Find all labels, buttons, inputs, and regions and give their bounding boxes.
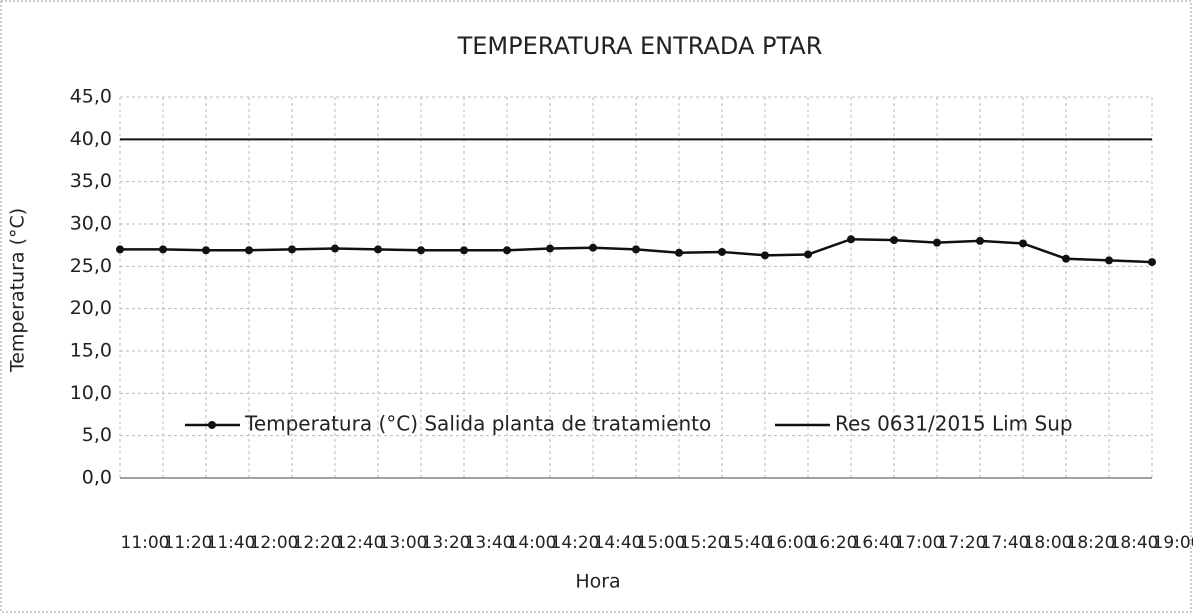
x-tick-label: 18:40 xyxy=(1110,533,1159,553)
x-tick-label: 19:00 xyxy=(1153,533,1193,553)
point xyxy=(116,245,124,254)
x-tick-label: 14:20 xyxy=(551,533,600,553)
point xyxy=(374,245,382,254)
x-tick-label: 13:20 xyxy=(422,533,471,553)
point xyxy=(761,251,769,260)
point xyxy=(417,246,425,255)
point xyxy=(1019,239,1027,248)
y-tick-label: 20,0 xyxy=(70,297,112,319)
y-tick-label: 30,0 xyxy=(70,213,112,235)
x-tick-label: 17:20 xyxy=(938,533,987,553)
x-tick-label: 12:40 xyxy=(336,533,385,553)
point xyxy=(718,247,726,256)
x-tick-label: 17:00 xyxy=(895,533,944,553)
point xyxy=(503,246,511,255)
point xyxy=(589,243,597,252)
x-tick-label: 14:40 xyxy=(594,533,643,553)
y-tick-label: 45,0 xyxy=(70,86,112,108)
point xyxy=(1148,258,1156,267)
point xyxy=(976,236,984,245)
point xyxy=(1062,254,1070,263)
y-tick-label: 15,0 xyxy=(70,340,112,362)
y-tick-label: 10,0 xyxy=(70,382,112,404)
x-tick-label: 12:00 xyxy=(250,533,299,553)
x-tick-label: 13:40 xyxy=(465,533,514,553)
x-tick-label: 15:20 xyxy=(680,533,729,553)
x-tick-label: 15:00 xyxy=(637,533,686,553)
legend-label: Temperatura (°C) Salida planta de tratam… xyxy=(244,412,711,436)
point xyxy=(460,246,468,255)
point xyxy=(159,245,167,254)
point xyxy=(933,238,941,247)
point xyxy=(245,246,253,255)
point xyxy=(331,244,339,253)
point xyxy=(847,235,855,244)
x-tick-label: 16:40 xyxy=(852,533,901,553)
x-tick-label: 18:20 xyxy=(1067,533,1116,553)
x-tick-label: 14:00 xyxy=(508,533,557,553)
x-tick-label: 16:20 xyxy=(809,533,858,553)
point xyxy=(675,248,683,257)
x-tick-label: 13:00 xyxy=(379,533,428,553)
y-tick-label: 40,0 xyxy=(70,128,112,150)
chart-title: TEMPERATURA ENTRADA PTAR xyxy=(457,32,823,60)
x-tick-label: 11:40 xyxy=(207,533,256,553)
point xyxy=(288,245,296,254)
y-tick-label: 0,0 xyxy=(82,467,112,489)
x-tick-label: 15:40 xyxy=(723,533,772,553)
x-tick-label: 17:40 xyxy=(981,533,1030,553)
point xyxy=(890,236,898,245)
x-tick-label: 18:00 xyxy=(1024,533,1073,553)
point xyxy=(632,245,640,254)
y-tick-label: 5,0 xyxy=(82,424,112,446)
legend-label: Res 0631/2015 Lim Sup xyxy=(835,412,1073,436)
x-tick-label: 12:20 xyxy=(293,533,342,553)
x-tick-label: 11:00 xyxy=(121,533,170,553)
point xyxy=(1105,256,1113,265)
legend-marker xyxy=(208,421,216,429)
x-tick-label: 16:00 xyxy=(766,533,815,553)
point xyxy=(546,244,554,253)
y-tick-label: 35,0 xyxy=(70,170,112,192)
y-tick-label: 25,0 xyxy=(70,255,112,277)
x-axis-label: Hora xyxy=(575,571,620,593)
x-tick-label: 11:20 xyxy=(164,533,213,553)
y-axis-label: Temperatura (°C) xyxy=(7,208,29,373)
point xyxy=(804,250,812,259)
point xyxy=(202,246,210,255)
